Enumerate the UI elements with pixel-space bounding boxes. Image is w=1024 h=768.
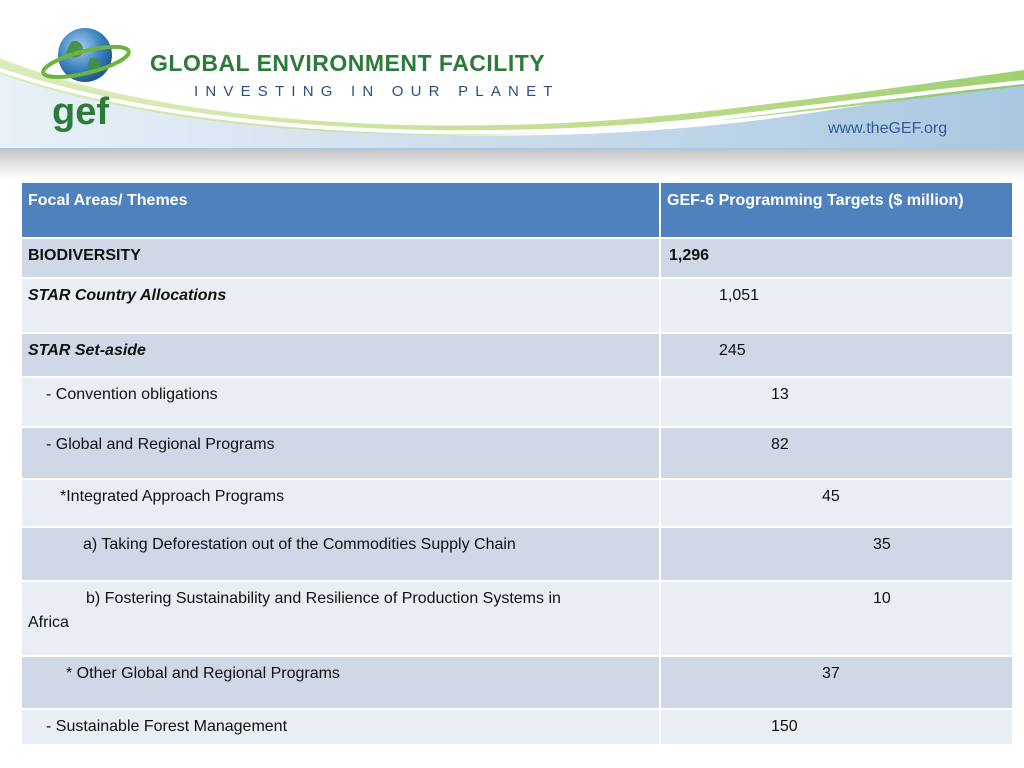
row-value: 10 [659, 580, 1014, 657]
row-label: a) Taking Deforestation out of the Commo… [20, 526, 661, 582]
table-row: b) Fostering Sustainability and Resilien… [20, 580, 1014, 657]
gef-logo: gef [41, 28, 131, 132]
row-label: STAR Country Allocations [20, 277, 661, 334]
table-row: STAR Set-aside 245 [20, 332, 1014, 378]
row-value: 245 [659, 332, 1014, 378]
org-name: GLOBAL ENVIRONMENT FACILITY [150, 50, 546, 76]
org-website-url[interactable]: www.theGEF.org [828, 120, 948, 137]
org-tagline: INVESTING IN OUR PLANET [194, 83, 560, 100]
banner-divider [0, 150, 1024, 178]
row-label-line1: b) Fostering Sustainability and Resilien… [86, 590, 561, 607]
row-label: - Convention obligations [20, 376, 661, 428]
table-row: STAR Country Allocations 1,051 [20, 277, 1014, 334]
row-value: 82 [659, 426, 1014, 480]
row-label: - Global and Regional Programs [20, 426, 661, 480]
table-header-row: Focal Areas/ Themes GEF-6 Programming Ta… [20, 181, 1014, 239]
row-value: 1,051 [659, 277, 1014, 334]
row-value: 150 [659, 708, 1014, 746]
row-value: 35 [659, 526, 1014, 582]
table-row: - Convention obligations 13 [20, 376, 1014, 428]
row-value: 37 [659, 655, 1014, 710]
row-label-line2: Africa [28, 614, 69, 631]
row-label: - Sustainable Forest Management [20, 708, 661, 746]
table-row: *Integrated Approach Programs 45 [20, 478, 1014, 528]
row-value: 45 [659, 478, 1014, 528]
table-row: - Global and Regional Programs 82 [20, 426, 1014, 480]
gef-logo-text: gef [52, 91, 109, 132]
row-label: BIODIVERSITY [20, 237, 661, 279]
row-label: *Integrated Approach Programs [20, 478, 661, 528]
row-value: 1,296 [659, 237, 1014, 279]
column-header-focal-areas: Focal Areas/ Themes [20, 181, 661, 239]
row-label: * Other Global and Regional Programs [20, 655, 661, 710]
header-banner: gef GLOBAL ENVIRONMENT FACILITY INVESTIN… [0, 0, 1024, 152]
row-label: b) Fostering Sustainability and Resilien… [20, 580, 661, 657]
programming-targets-table: Focal Areas/ Themes GEF-6 Programming Ta… [20, 181, 1014, 746]
row-label: STAR Set-aside [20, 332, 661, 378]
column-header-targets: GEF-6 Programming Targets ($ million) [659, 181, 1014, 239]
row-value: 13 [659, 376, 1014, 428]
table-row: * Other Global and Regional Programs 37 [20, 655, 1014, 710]
table-row: - Sustainable Forest Management 150 [20, 708, 1014, 746]
table-row: a) Taking Deforestation out of the Commo… [20, 526, 1014, 582]
table-row: BIODIVERSITY 1,296 [20, 237, 1014, 279]
